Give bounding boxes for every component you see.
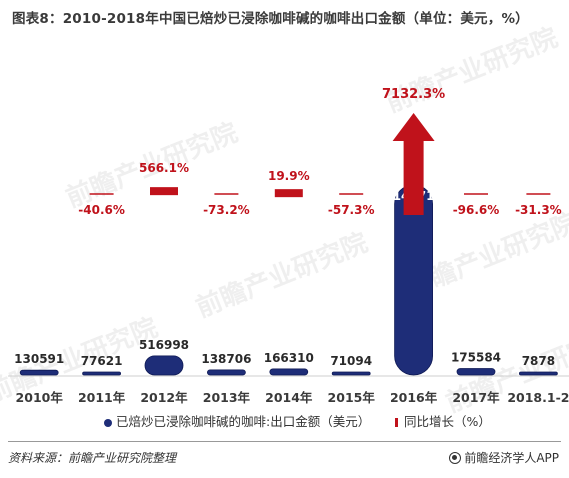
legend-item-export: 已焙炒已浸除咖啡碱的咖啡:出口金额（美元）: [104, 412, 370, 432]
growth-value-label: -73.2%: [203, 203, 250, 217]
legend-label-export: 已焙炒已浸除咖啡碱的咖啡:出口金额（美元）: [116, 414, 371, 429]
growth-value-label: -31.3%: [515, 203, 562, 217]
x-tick-label: 2012年: [140, 390, 188, 405]
x-tick-label: 2011年: [78, 390, 126, 405]
growth-value-label: -57.3%: [328, 203, 375, 217]
bar-value-label: 175584: [451, 351, 501, 365]
x-tick-label: 2014年: [265, 390, 313, 405]
source-note: 资料来源：前瞻产业研究院整理: [8, 451, 177, 465]
x-tick-label: 2018.1-2: [507, 390, 569, 405]
legend-label-growth: 同比增长（%）: [404, 414, 491, 429]
bar: [331, 371, 371, 376]
growth-value-label: 19.9%: [268, 169, 310, 183]
brand-credit: 前瞻经济学人APP: [449, 449, 559, 466]
growth-bar: [274, 189, 303, 198]
growth-value-label: -40.6%: [78, 203, 125, 217]
bar-value-label: 130591: [14, 352, 64, 366]
legend-swatch-bar: [104, 418, 112, 427]
bar: [519, 371, 558, 376]
bar: [19, 369, 59, 376]
footer-divider: [8, 441, 561, 442]
chart-legend: 已焙炒已浸除咖啡碱的咖啡:出口金额（美元） 同比增长（%）: [0, 412, 569, 432]
x-tick-label: 2016年: [390, 390, 438, 405]
bar-value-label: 516998: [139, 338, 189, 352]
bar-value-label: 77621: [81, 354, 123, 368]
growth-value-label: -96.6%: [453, 203, 500, 217]
bar-value-label: 71094: [330, 354, 372, 368]
bar-value-label: 166310: [264, 351, 314, 365]
x-tick-label: 2017年: [452, 390, 500, 405]
bar: [456, 368, 496, 376]
bar-value-label: 7878: [522, 354, 555, 368]
chart-title: 图表8：2010-2018年中国已焙炒已浸除咖啡碱的咖啡出口金额（单位：美元，%…: [12, 11, 529, 27]
x-tick-label: 2013年: [203, 390, 251, 405]
legend-item-growth: 同比增长（%）: [395, 412, 491, 432]
brand-logo-icon: [449, 452, 462, 464]
growth-value-label: 7132.3%: [382, 87, 445, 102]
bar: [206, 369, 246, 376]
bar: [82, 371, 121, 376]
legend-swatch-growth: [395, 418, 398, 427]
brand-name: 前瞻经济学人APP: [464, 451, 559, 465]
bar: [269, 368, 309, 376]
x-tick-label: 2015年: [328, 390, 376, 405]
growth-arrow: [392, 113, 435, 215]
x-tick-label: 2010年: [16, 390, 64, 405]
growth-bar: [150, 187, 178, 196]
growth-value-label: 566.1%: [139, 161, 189, 175]
bar-value-label: 138706: [201, 352, 251, 366]
bar: [144, 355, 184, 376]
